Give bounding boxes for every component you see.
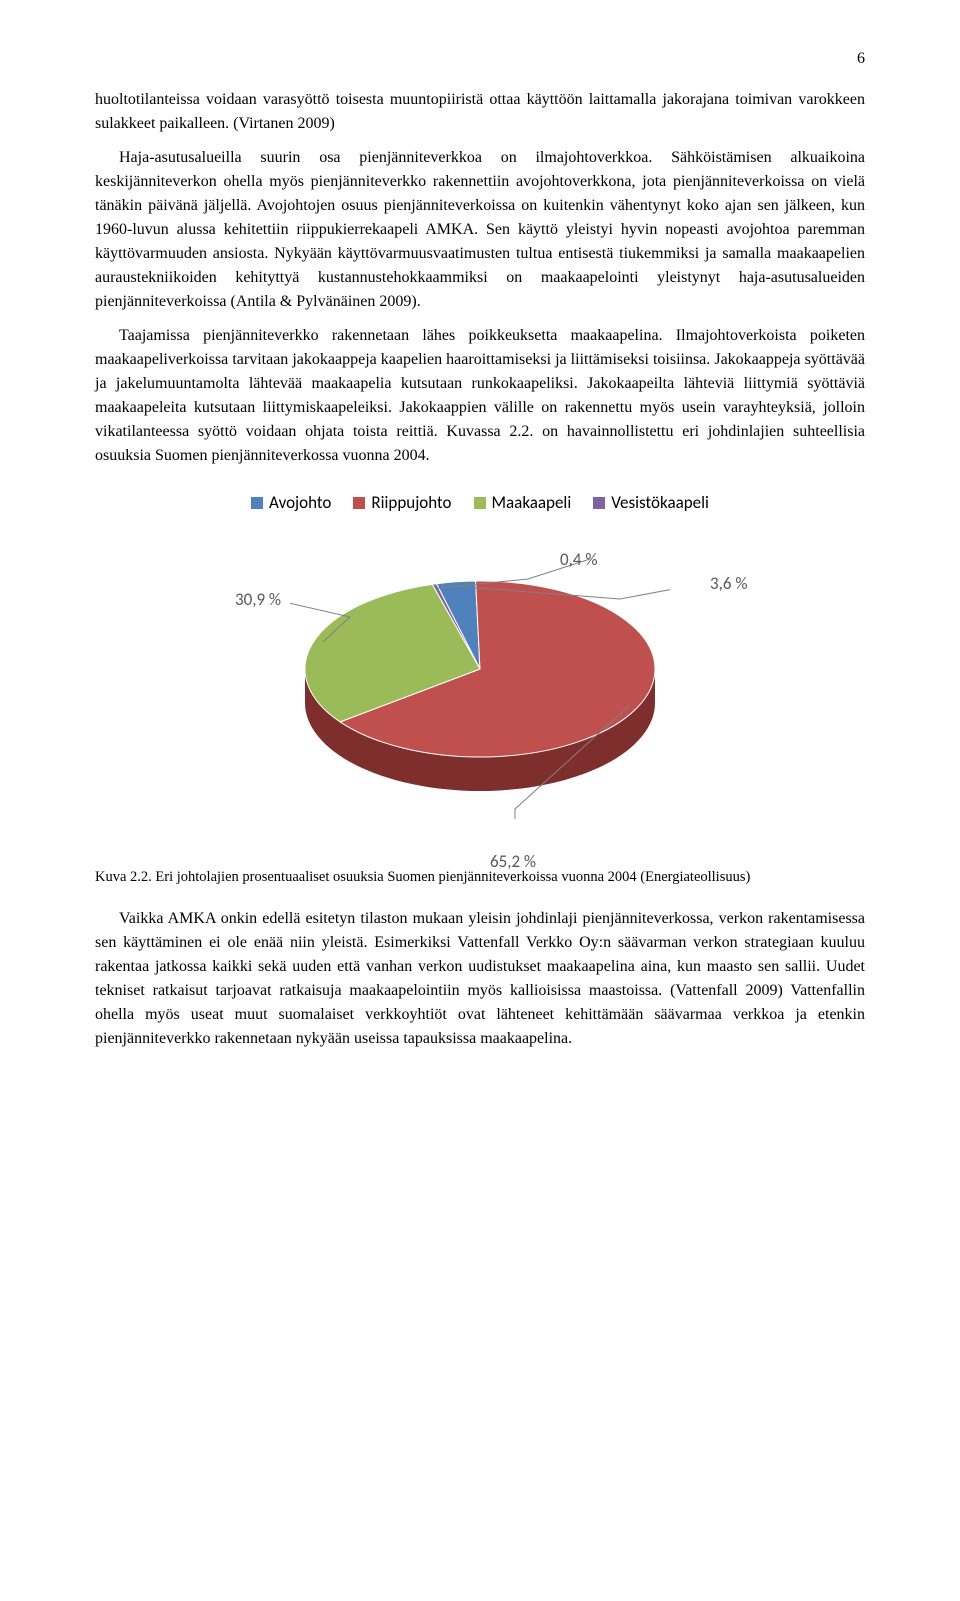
legend-item-maakaapeli: Maakaapeli [474, 492, 572, 513]
figure-caption: Kuva 2.2. Eri johtolajien prosentuaalise… [95, 867, 865, 887]
legend-label: Maakaapeli [492, 492, 572, 513]
paragraph-1: huoltotilanteissa voidaan varasyöttö toi… [95, 88, 865, 136]
legend-label: Avojohto [269, 492, 331, 513]
legend-label: Vesistökaapeli [611, 492, 709, 513]
pie-label: 30,9 % [235, 589, 281, 610]
legend-swatch [593, 497, 605, 509]
pie-label: 65,2 % [490, 851, 536, 872]
page-number: 6 [95, 50, 865, 68]
paragraph-2: Haja-asutusalueilla suurin osa pienjänni… [95, 146, 865, 314]
pie-svg [290, 559, 670, 819]
pie-chart: Avojohto Riippujohto Maakaapeli Vesistök… [210, 492, 750, 849]
pie-label: 0,4 % [560, 549, 597, 570]
legend-swatch [353, 497, 365, 509]
legend-swatch [251, 497, 263, 509]
pie-label: 3,6 % [710, 573, 747, 594]
paragraph-4: Vaikka AMKA onkin edellä esitetyn tilast… [95, 907, 865, 1051]
legend-item-riippujohto: Riippujohto [353, 492, 451, 513]
legend-item-vesistokaapeli: Vesistökaapeli [593, 492, 709, 513]
paragraph-3: Taajamissa pienjänniteverkko rakennetaan… [95, 324, 865, 468]
chart-legend: Avojohto Riippujohto Maakaapeli Vesistök… [210, 492, 750, 513]
legend-swatch [474, 497, 486, 509]
pie-canvas: 3,6 %65,2 %30,9 %0,4 % [210, 519, 750, 849]
legend-label: Riippujohto [371, 492, 451, 513]
legend-item-avojohto: Avojohto [251, 492, 331, 513]
